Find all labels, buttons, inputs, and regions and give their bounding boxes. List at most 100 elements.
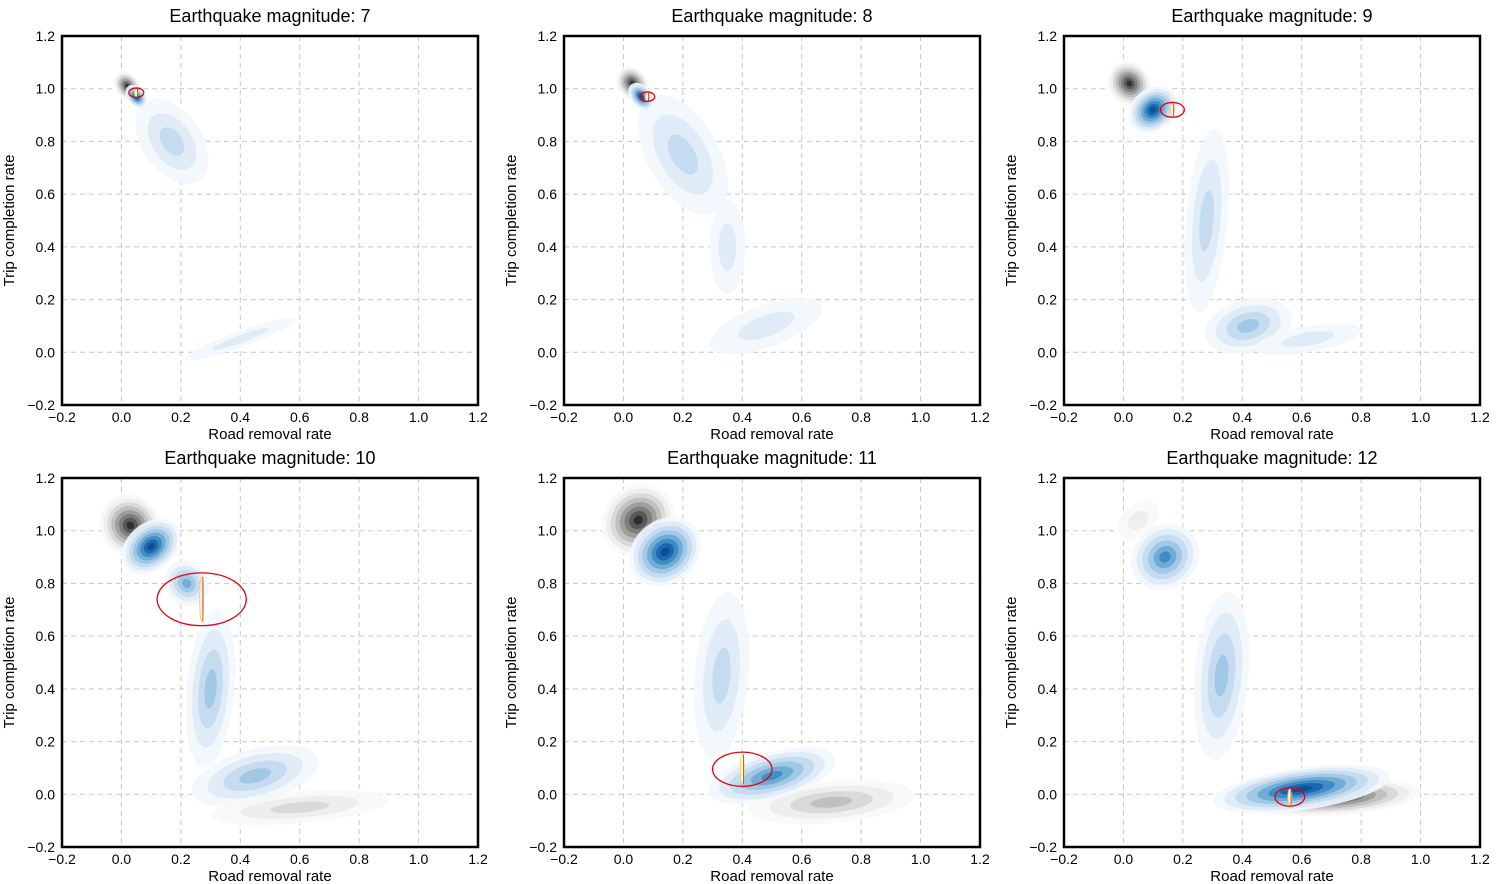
y-tick-label: 0.0 — [36, 786, 56, 802]
x-tick-label: −0.2 — [550, 409, 578, 425]
x-tick-label: 1.0 — [1411, 851, 1431, 867]
x-axis-label: Road removal rate — [208, 868, 331, 884]
gray-contour-level — [1127, 510, 1149, 530]
y-tick-label: 0.8 — [36, 133, 56, 149]
blue-contour-level — [212, 328, 269, 350]
x-tick-label: 0.8 — [349, 409, 369, 425]
x-tick-label: 0.8 — [851, 851, 871, 867]
blue-contour-level — [1199, 189, 1215, 252]
x-tick-label: 1.2 — [970, 851, 990, 867]
y-tick-label: 0.2 — [538, 734, 558, 750]
subplot-3: −0.2 0.0 0.2 0.4 0.6 0.8 1.0 1.2 −0.2 0.0 0.2 0.4 0.… — [1003, 6, 1490, 443]
y-tick-label: 1.2 — [1038, 470, 1058, 486]
y-tick-label: 0.4 — [538, 239, 558, 255]
gray-contour-level — [1126, 80, 1133, 87]
blue-contour-level — [1214, 654, 1229, 697]
y-tick-label: 0.2 — [538, 292, 558, 308]
y-tick-label: 0.8 — [1038, 133, 1058, 149]
highlight-ellipse — [1159, 101, 1185, 118]
x-tick-label: 1.0 — [409, 851, 429, 867]
x-axis-label: Road removal rate — [710, 868, 833, 884]
subplot-title: Earthquake magnitude: 9 — [1171, 6, 1372, 26]
x-tick-label: 1.0 — [911, 851, 931, 867]
blue-contour-level — [159, 127, 185, 156]
density-contours — [1117, 500, 1421, 816]
y-tick-label: 1.2 — [1038, 28, 1058, 44]
y-tick-label: 0.2 — [1038, 734, 1058, 750]
axes-frame — [60, 34, 480, 407]
y-tick-label: 1.0 — [36, 81, 56, 97]
x-tick-label: 1.2 — [1470, 851, 1490, 867]
y-axis-label: Trip completion rate — [1, 155, 18, 287]
gray-contour-level — [633, 515, 643, 525]
y-tick-label: 1.2 — [36, 470, 56, 486]
y-tick-label: 0.0 — [1038, 344, 1058, 360]
y-tick-label: 0.4 — [1038, 681, 1058, 697]
blue-contour-level — [718, 223, 737, 271]
subplot-title: Earthquake magnitude: 8 — [671, 6, 872, 26]
blue-contour-level — [204, 669, 217, 709]
density-contours — [601, 484, 915, 825]
density-contours — [113, 71, 297, 361]
x-tick-label: 0.4 — [1233, 851, 1253, 867]
y-tick-label: 1.0 — [538, 81, 558, 97]
highlight-group — [128, 87, 145, 99]
x-tick-label: 0.2 — [673, 851, 693, 867]
gray-contour-level — [126, 521, 135, 530]
x-tick-label: 0.8 — [851, 409, 871, 425]
x-tick-label: 0.2 — [1173, 409, 1193, 425]
x-tick-label: 0.0 — [112, 409, 132, 425]
highlight-group — [639, 91, 656, 103]
y-tick-label: 0.2 — [36, 292, 56, 308]
y-tick-label: 0.0 — [36, 344, 56, 360]
subplot-1: −0.2 0.0 0.2 0.4 0.6 0.8 1.0 1.2 −0.2 0.0 0.2 0.4 0.… — [1, 6, 488, 443]
subplot-5: −0.2 0.0 0.2 0.4 0.6 0.8 1.0 1.2 −0.2 0.0 0.2 0.4 0.… — [503, 448, 990, 884]
x-tick-label: 0.0 — [614, 409, 634, 425]
blue-contour-level — [1150, 106, 1157, 113]
x-tick-label: 0.0 — [112, 851, 132, 867]
x-tick-label: 0.8 — [1351, 851, 1371, 867]
x-axis-label: Road removal rate — [1210, 426, 1333, 443]
axes-frame — [60, 476, 480, 849]
x-axis-label: Road removal rate — [1210, 868, 1333, 884]
x-tick-label: 1.2 — [468, 409, 488, 425]
y-tick-label: 1.2 — [36, 28, 56, 44]
x-tick-label: 0.2 — [1173, 851, 1193, 867]
highlight-group — [1274, 787, 1306, 807]
highlight-ellipse — [639, 91, 656, 103]
highlight-ellipse — [128, 87, 145, 99]
highlight-group — [1159, 101, 1185, 118]
axes-frame — [562, 34, 982, 407]
highlight-group — [156, 572, 247, 627]
x-tick-label: 1.2 — [1470, 409, 1490, 425]
density-contours — [99, 494, 389, 826]
blue-contour-level — [147, 543, 155, 551]
x-tick-label: 1.2 — [468, 851, 488, 867]
x-tick-label: 0.8 — [349, 851, 369, 867]
x-axis-label: Road removal rate — [208, 426, 331, 443]
x-tick-label: 1.0 — [911, 409, 931, 425]
blue-contour-level — [737, 311, 795, 341]
subplot-6: −0.2 0.0 0.2 0.4 0.6 0.8 1.0 1.2 −0.2 0.0 0.2 0.4 0.… — [1003, 448, 1490, 884]
gray-contour-level — [270, 801, 330, 814]
y-tick-label: 1.0 — [1038, 81, 1058, 97]
y-axis-label: Trip completion rate — [1003, 597, 1020, 729]
blue-contour-level — [1290, 785, 1313, 793]
highlight-ellipse — [156, 572, 247, 627]
gray-contour-level — [810, 796, 853, 808]
highlight-ellipse — [711, 751, 773, 788]
highlight-group — [711, 751, 773, 788]
y-tick-label: 1.2 — [538, 470, 558, 486]
blue-contour-level — [182, 578, 192, 588]
x-tick-label: 0.8 — [1351, 409, 1371, 425]
x-tick-label: 0.2 — [171, 851, 191, 867]
x-tick-label: −0.2 — [1050, 851, 1078, 867]
y-tick-label: −0.2 — [1029, 397, 1057, 413]
subplot-title: Earthquake magnitude: 7 — [169, 6, 370, 26]
x-axis-label: Road removal rate — [710, 426, 833, 443]
y-tick-label: 0.4 — [36, 681, 56, 697]
blue-contour-level — [660, 547, 670, 557]
y-tick-label: −0.2 — [529, 839, 557, 855]
subplot-title: Earthquake magnitude: 12 — [1166, 448, 1377, 468]
